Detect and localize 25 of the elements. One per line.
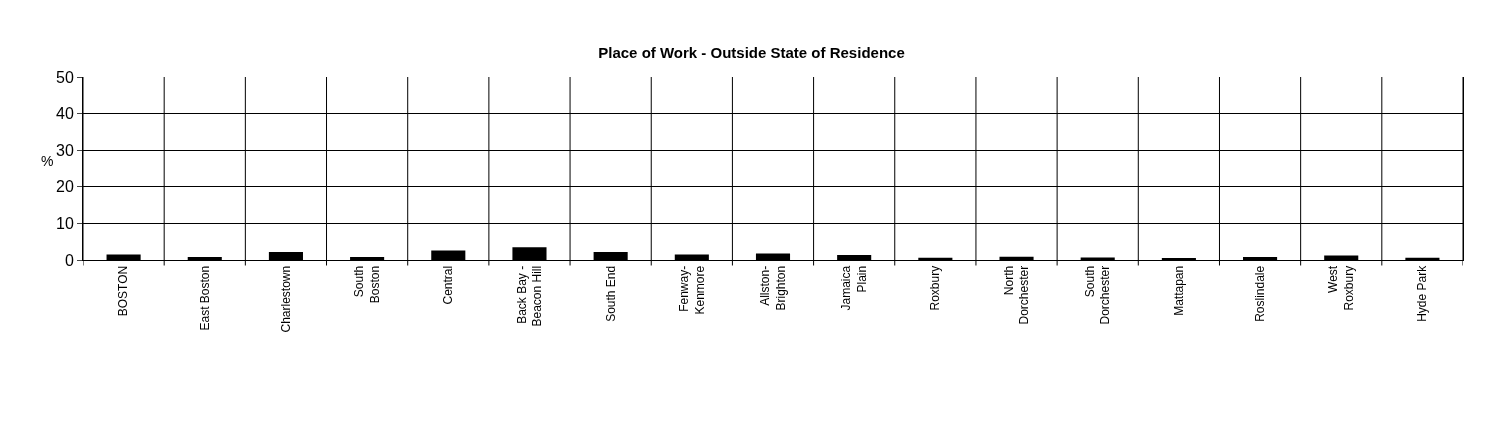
x-tick-label: South End	[603, 265, 618, 322]
x-tick-label: Hyde Park	[1415, 264, 1430, 322]
x-tick-label: West Roxbury	[1326, 265, 1356, 311]
y-tick-label: 30	[56, 141, 74, 159]
x-tick-label: South Boston	[352, 265, 382, 304]
y-tick-label: 0	[64, 251, 74, 269]
x-tick-label: Central	[441, 265, 456, 305]
x-tick-label: Mattapan	[1171, 265, 1186, 316]
x-tick-label: Back Bay - Beacon Hill	[514, 265, 545, 327]
y-tick-label: 20	[56, 178, 74, 196]
y-tick-label: 10	[56, 215, 74, 232]
x-tick-label: North Dorchester	[1001, 265, 1032, 325]
x-tick-label: BOSTON	[116, 265, 131, 317]
x-tick-label: Roxbury	[928, 265, 943, 311]
x-tick-label: Roslindale	[1252, 265, 1267, 322]
y-tick-label: 50	[56, 68, 74, 86]
y-axis-title: %	[41, 153, 54, 169]
y-tick-label: 40	[56, 105, 74, 123]
x-tick-label: East Boston	[197, 265, 212, 331]
x-tick-label: Allston- Brighton	[758, 265, 788, 311]
chart-title: Place of Work - Outside State of Residence	[598, 44, 905, 62]
x-tick-label: Fenway- Kenmore	[676, 265, 707, 315]
x-tick-label: Jamaica Plain	[839, 265, 869, 311]
x-tick-label: South Dorchester	[1082, 265, 1113, 325]
x-tick-label: Charlestown	[278, 265, 293, 333]
